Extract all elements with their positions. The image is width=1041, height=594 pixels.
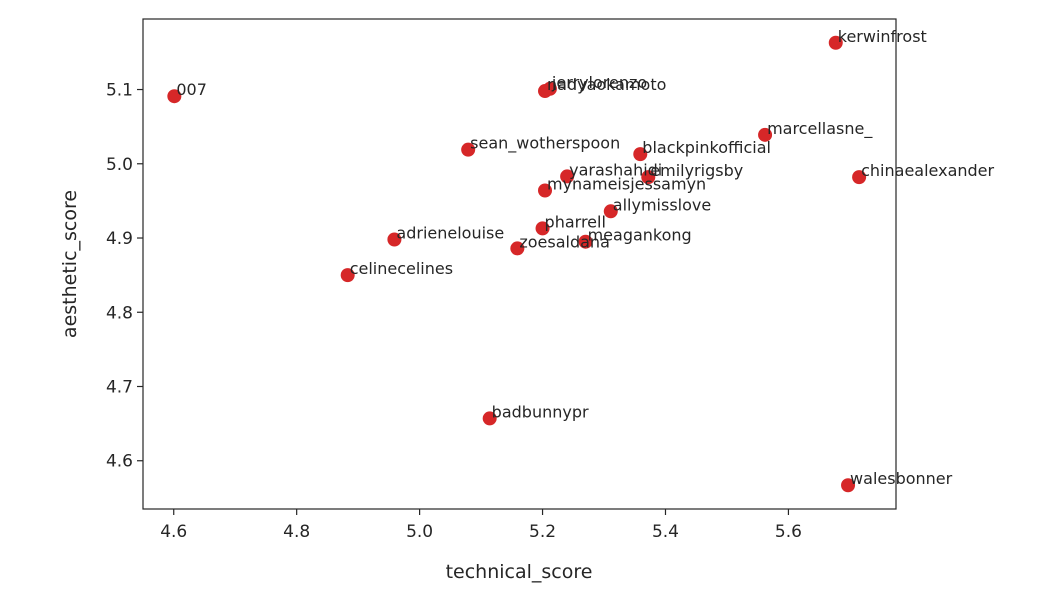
point-label: mynameisjessamyn (547, 175, 706, 194)
point-label: jerrylorenzo (551, 73, 647, 92)
point-label: zoesaldana (519, 232, 610, 251)
x-axis-ticks: 4.6 4.8 5.0 5.2 5.4 5.6 (160, 509, 802, 542)
point-label: walesbonner (850, 469, 953, 488)
point-label: 007 (176, 80, 207, 99)
x-tick-label: 5.2 (529, 522, 556, 542)
y-tick-label: 4.7 (106, 378, 133, 398)
point-label: blackpinkofficial (642, 138, 771, 157)
scatter-point (641, 170, 656, 185)
scatter-point (535, 221, 550, 236)
point-label: allymisslove (613, 195, 711, 214)
scatter-point (340, 268, 355, 283)
x-tick-label: 4.8 (283, 522, 310, 542)
scatter-point (482, 411, 497, 426)
point-label: meagankong (588, 226, 692, 245)
point-label: nadyaokamoto (547, 75, 666, 94)
y-tick-label: 5.1 (106, 81, 133, 101)
y-tick-label: 4.8 (106, 303, 133, 323)
x-tick-label: 5.0 (406, 522, 433, 542)
x-tick-label: 5.4 (652, 522, 679, 542)
y-tick-label: 5.0 (106, 155, 133, 175)
scatter-point (633, 147, 648, 162)
point-label: emilyrigsby (650, 161, 743, 180)
scatter-point (560, 169, 575, 184)
point-label: marcellasne_ (767, 119, 873, 139)
x-axis-label: technical_score (446, 561, 593, 583)
point-label: kerwinfrost (838, 27, 927, 46)
scatter-point (461, 142, 476, 157)
plot-area (142, 18, 897, 510)
scatter-point (538, 183, 553, 198)
y-axis-label: aesthetic_score (59, 190, 81, 338)
y-axis-ticks: 4.6 4.7 4.8 4.9 5.0 5.1 (106, 81, 143, 472)
scatter-point (578, 234, 593, 249)
scatter-point (841, 478, 856, 493)
point-label: adrienelouise (396, 224, 504, 243)
y-tick-label: 4.6 (106, 452, 133, 472)
scatter-point (538, 84, 553, 99)
scatter-point (603, 204, 618, 219)
point-label: pharrell (545, 212, 606, 231)
scatter-point (852, 170, 867, 185)
data-points (167, 35, 867, 493)
scatter-point (167, 89, 182, 104)
point-label: celinecelines (350, 259, 453, 278)
y-tick-label: 4.9 (106, 229, 133, 249)
x-tick-label: 4.6 (160, 522, 187, 542)
scatter-point (387, 232, 402, 247)
point-label: sean_wotherspoon (470, 134, 620, 154)
point-label: yarashahidi (569, 160, 662, 179)
scatter-point (828, 35, 843, 50)
x-tick-label: 5.6 (775, 522, 802, 542)
scatter-point (510, 241, 525, 256)
point-label: badbunnypr (492, 402, 589, 421)
scatter-point (758, 127, 773, 142)
point-label: chinaealexander (861, 161, 994, 180)
